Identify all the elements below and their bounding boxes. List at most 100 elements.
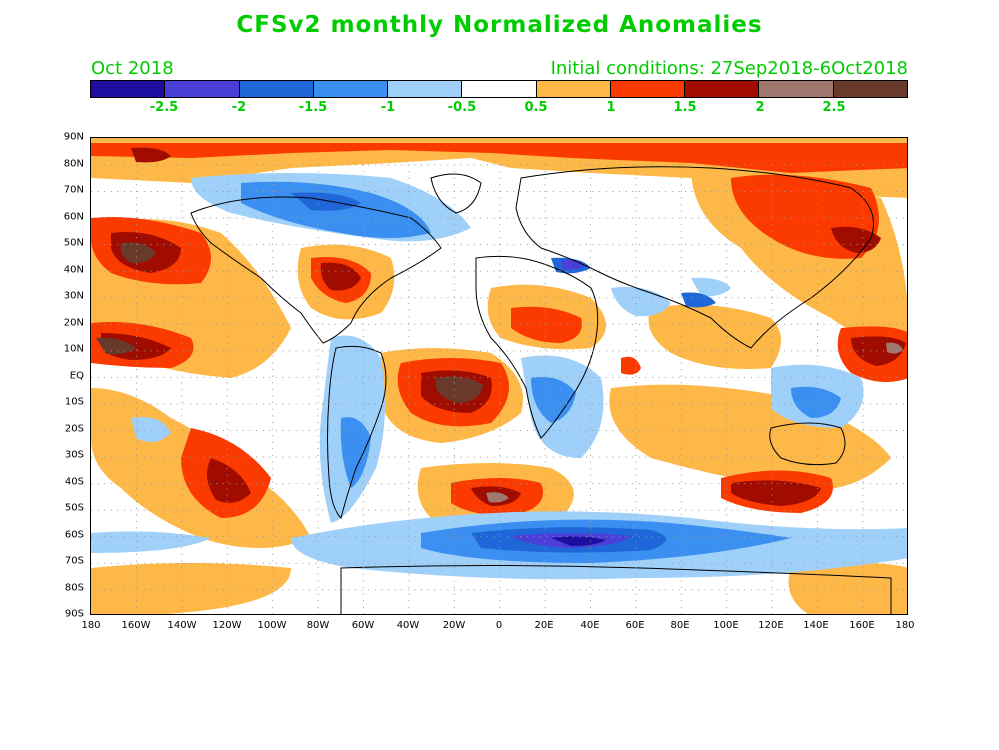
grid-dot	[546, 509, 548, 511]
grid-dot	[883, 509, 884, 511]
grid-dot	[408, 567, 410, 569]
grid-dot	[315, 456, 317, 458]
grid-dot	[635, 435, 637, 437]
grid-dot	[500, 562, 502, 564]
grid-dot	[104, 376, 106, 378]
grid-dot	[889, 244, 891, 246]
colorbar-label: 0.5	[524, 100, 548, 115]
grid-dot	[104, 297, 106, 299]
grid-dot	[810, 297, 812, 299]
colorbar-segment-11	[833, 81, 907, 97]
grid-dot	[136, 243, 137, 245]
grid-dot	[533, 323, 535, 325]
grid-dot	[724, 509, 726, 511]
grid-dot	[625, 483, 627, 485]
grid-dot	[704, 217, 706, 219]
grid-dot	[421, 350, 422, 352]
grid-dot	[499, 573, 501, 575]
grid-dot	[500, 456, 502, 458]
grid-dot	[744, 456, 746, 458]
grid-dot	[110, 403, 112, 405]
grid-dot	[635, 600, 637, 602]
grid-dot	[361, 297, 363, 299]
grid-dot	[652, 297, 653, 299]
grid-dot	[414, 191, 416, 192]
grid-dot	[249, 509, 251, 511]
grid-dot	[361, 456, 363, 458]
grid-dot	[226, 243, 228, 245]
grid-dot	[272, 613, 274, 614]
grid-dot	[726, 289, 728, 291]
grid-dot	[638, 536, 640, 538]
grid-dot	[97, 562, 99, 564]
grid-dot	[869, 191, 871, 192]
grid-dot	[394, 217, 396, 219]
grid-dot	[685, 164, 686, 166]
grid-dot	[883, 164, 884, 166]
grid-dot	[544, 481, 546, 483]
grid-dot	[181, 217, 183, 219]
grid-dot	[421, 270, 422, 272]
grid-dot	[368, 589, 370, 591]
grid-dot	[493, 191, 495, 192]
grid-dot	[810, 456, 812, 458]
grid-dot	[680, 527, 682, 529]
grid-dot	[902, 244, 904, 246]
grid-dot	[143, 244, 145, 246]
grid-dot	[341, 403, 343, 405]
grid-dot	[91, 164, 92, 166]
grid-dot	[355, 191, 356, 192]
grid-dot	[136, 421, 137, 423]
grid-dot	[363, 283, 364, 285]
grid-dot	[559, 376, 561, 378]
grid-dot	[678, 483, 680, 485]
grid-dot	[226, 355, 228, 357]
grid-dot	[275, 323, 277, 325]
grid-dot	[790, 509, 792, 511]
grid-dot	[671, 403, 673, 405]
grid-dot	[544, 402, 546, 404]
grid-dot	[91, 589, 92, 591]
grid-dot	[374, 483, 376, 485]
grid-dot	[499, 481, 501, 483]
grid-dot	[590, 435, 591, 437]
grid-dot	[183, 191, 185, 192]
grid-dot	[453, 553, 455, 555]
grid-dot	[427, 589, 429, 591]
grid-dot	[363, 388, 364, 390]
grid-dot	[680, 210, 682, 212]
grid-dot	[322, 297, 323, 299]
grid-dot	[124, 217, 125, 219]
grid-dot	[453, 573, 455, 575]
grid-dot	[143, 483, 145, 485]
grid-dot	[803, 323, 805, 325]
grid-dot	[744, 589, 746, 591]
grid-dot	[817, 191, 818, 192]
grid-dot	[836, 217, 838, 219]
grid-dot	[586, 323, 587, 325]
grid-dot	[460, 244, 462, 246]
grid-dot	[771, 164, 773, 166]
grid-dot	[544, 329, 546, 331]
grid-dot	[726, 435, 728, 437]
grid-dot	[539, 297, 541, 299]
grid-dot	[726, 527, 728, 529]
grid-dot	[493, 270, 495, 272]
grid-dot	[341, 589, 343, 591]
grid-dot	[381, 217, 383, 219]
grid-dot	[322, 244, 323, 246]
grid-dot	[771, 560, 773, 562]
grid-dot	[711, 403, 713, 405]
grid-dot	[726, 507, 728, 509]
grid-dot	[590, 461, 591, 463]
grid-dot	[388, 350, 389, 352]
grid-dot	[751, 191, 752, 192]
grid-dot	[590, 527, 591, 529]
grid-dot	[771, 243, 773, 245]
grid-dot	[453, 309, 455, 311]
grid-dot	[863, 297, 865, 299]
grid-dot	[726, 250, 728, 252]
grid-dot	[363, 527, 364, 529]
grid-dot	[453, 237, 455, 239]
grid-dot	[226, 435, 228, 437]
